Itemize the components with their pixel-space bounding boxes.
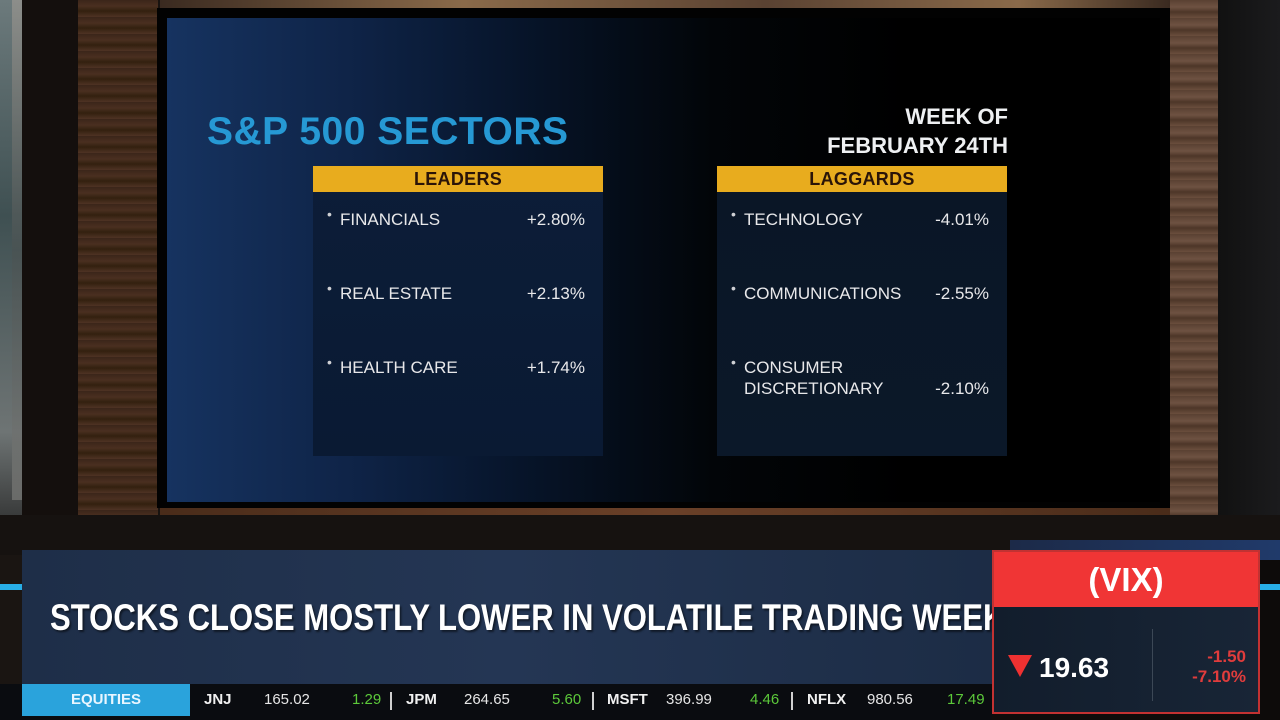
- sector-change: +1.74%: [526, 358, 585, 377]
- leaders-header: LEADERS: [313, 166, 603, 192]
- leaders-panel: LEADERS • FINANCIALS +2.80% • REAL ESTAT…: [313, 166, 603, 456]
- ticker-change: 5.60: [552, 691, 582, 708]
- ticker-category: EQUITIES: [22, 684, 190, 716]
- laggards-panel: LAGGARDS • TECHNOLOGY -4.01% • COMMUNICA…: [717, 166, 1007, 456]
- bullet-icon: •: [327, 354, 332, 370]
- laggards-header: LAGGARDS: [717, 166, 1007, 192]
- ticker-symbol: MSFT: [607, 691, 648, 708]
- headline-text: STOCKS CLOSE MOSTLY LOWER IN VOLATILE TR…: [50, 597, 1006, 638]
- sector-name: FINANCIALS: [340, 210, 441, 229]
- sector-change: -2.10%: [935, 379, 989, 398]
- bullet-icon: •: [327, 280, 332, 296]
- left-accent-bar: [0, 584, 22, 590]
- sector-name: HEALTH CARE: [340, 358, 458, 377]
- ticker-price: 264.65: [464, 691, 510, 708]
- bullet-icon: •: [731, 206, 736, 222]
- right-wood-panel: [1168, 0, 1218, 515]
- vix-change-percent: -7.10%: [1192, 667, 1246, 686]
- week-line-2: FEBRUARY 24TH: [827, 133, 1008, 158]
- sector-name: REAL ESTATE: [340, 284, 453, 303]
- bullet-icon: •: [731, 354, 736, 370]
- left-dark-column: [22, 0, 78, 540]
- right-wall: [1218, 0, 1280, 560]
- ticker-separator: [791, 692, 793, 710]
- ticker-price: 396.99: [666, 691, 712, 708]
- vix-label: (VIX): [994, 552, 1258, 607]
- left-wood-panel: [78, 0, 158, 515]
- ticker-separator: [390, 692, 392, 710]
- headline-bar: [22, 550, 992, 684]
- vix-change: -1.50 -7.10%: [1176, 647, 1246, 687]
- sector-name-line-1: CONSUMER: [744, 358, 844, 377]
- vix-divider: [1152, 629, 1153, 701]
- ticker-symbol: JPM: [406, 691, 437, 708]
- down-arrow-icon: [1008, 655, 1032, 677]
- ticker-price: 980.56: [867, 691, 913, 708]
- vix-box: (VIX) 19.63 -1.50 -7.10%: [992, 550, 1260, 714]
- ceiling-light-strip: [160, 0, 1170, 8]
- right-accent-bar: [1258, 584, 1280, 590]
- graphic-title: S&P 500 SECTORS: [207, 110, 569, 153]
- sector-name: TECHNOLOGY: [744, 210, 864, 229]
- sector-name-line-2: DISCRETIONARY: [744, 379, 884, 398]
- ticker-separator: [592, 692, 594, 710]
- vix-price: 19.63: [1039, 652, 1110, 683]
- sector-change: +2.13%: [526, 284, 585, 303]
- sector-name: COMMUNICATIONS: [744, 284, 902, 303]
- sector-name: CONSUMER DISCRETIONARY: [744, 357, 884, 399]
- ticker-price: 165.02: [264, 691, 310, 708]
- video-wall: [157, 8, 1170, 508]
- bullet-icon: •: [327, 206, 332, 222]
- bullet-icon: •: [731, 280, 736, 296]
- ticker-change: 4.46: [750, 691, 780, 708]
- ticker-change: 17.49: [947, 691, 985, 708]
- vix-body: 19.63 -1.50 -7.10%: [994, 607, 1258, 712]
- sector-change: -4.01%: [935, 210, 989, 229]
- vix-change-points: -1.50: [1207, 647, 1246, 666]
- ticker-change: 1.29: [352, 691, 382, 708]
- screen-ledge: [160, 505, 1170, 515]
- sector-change: -2.55%: [935, 284, 989, 303]
- ticker-symbol: JNJ: [204, 691, 232, 708]
- week-label: WEEK OF FEBRUARY 24TH: [760, 102, 1008, 160]
- ticker-symbol: NFLX: [807, 691, 847, 708]
- week-line-1: WEEK OF: [905, 104, 1008, 129]
- sector-change: +2.80%: [526, 210, 585, 229]
